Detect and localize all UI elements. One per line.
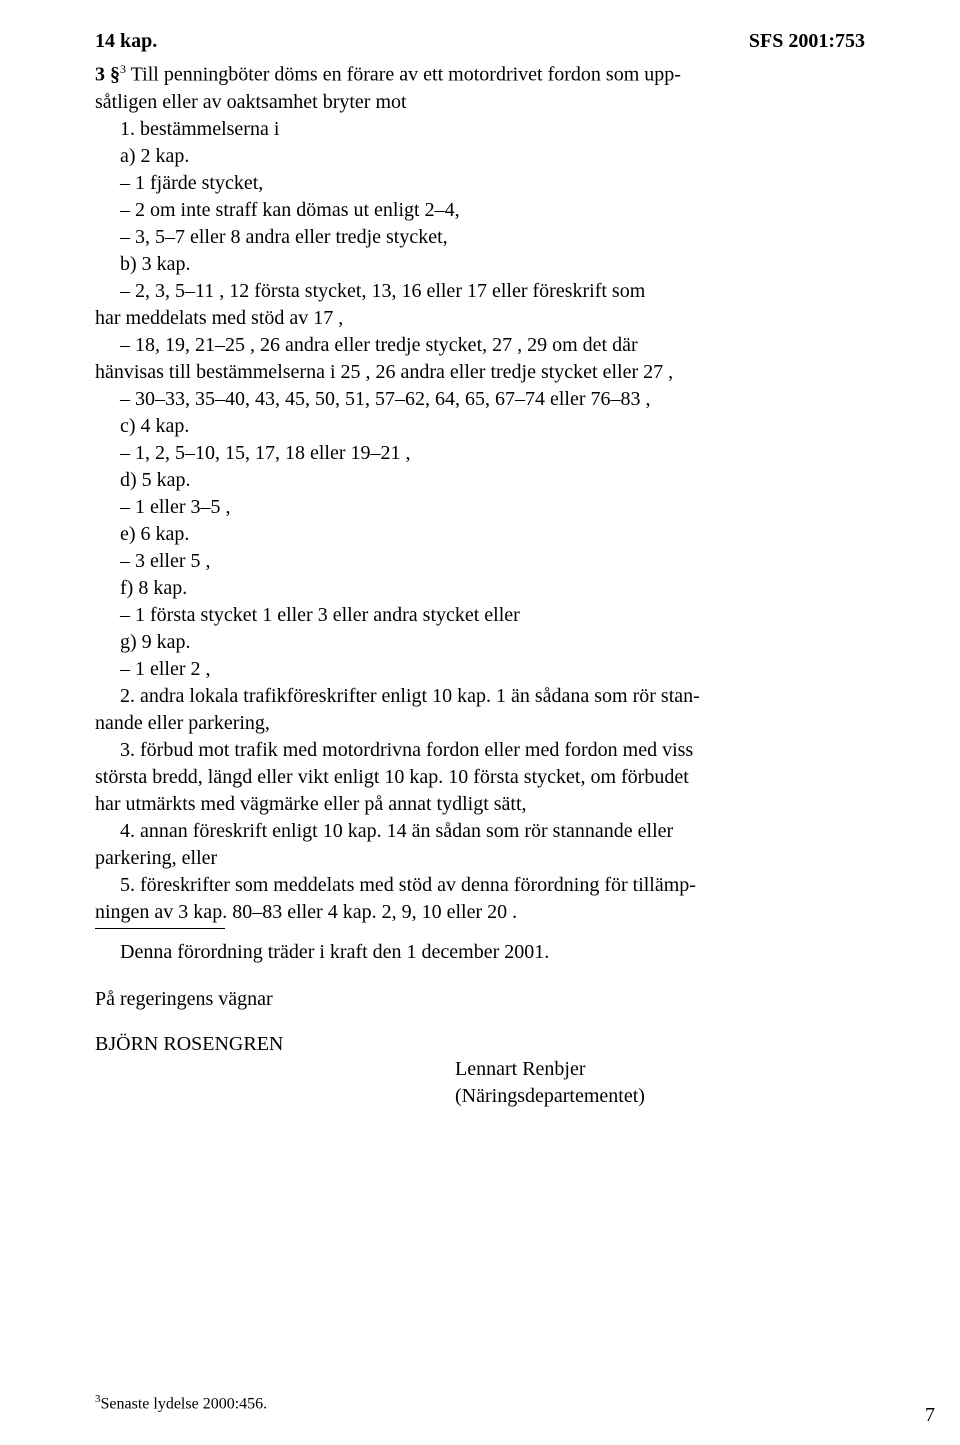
separator-line bbox=[95, 928, 225, 929]
text-line: – 1 eller 3–5 , bbox=[95, 494, 865, 521]
text-line: – 1 första stycket 1 eller 3 eller andra… bbox=[95, 602, 865, 629]
text-line: b) 3 kap. bbox=[95, 251, 865, 278]
text-line: 3. förbud mot trafik med motordrivna for… bbox=[95, 737, 865, 764]
text-line: nande eller parkering, bbox=[95, 710, 865, 737]
document-body: 3 §3 Till penningböter döms en förare av… bbox=[95, 61, 865, 926]
text-line: Till penningböter döms en förare av ett … bbox=[126, 64, 681, 86]
government-line: På regeringens vägnar bbox=[95, 988, 865, 1011]
text-line: – 2 om inte straff kan dömas ut enligt 2… bbox=[95, 197, 865, 224]
text-line: – 2, 3, 5–11 , 12 första stycket, 13, 16… bbox=[95, 278, 865, 305]
department-name: (Näringsdepartementet) bbox=[455, 1083, 865, 1110]
text-line: d) 5 kap. bbox=[95, 467, 865, 494]
text-line: – 1, 2, 5–10, 15, 17, 18 eller 19–21 , bbox=[95, 440, 865, 467]
sfs-number: SFS 2001:753 bbox=[749, 30, 865, 53]
text-line: c) 4 kap. bbox=[95, 413, 865, 440]
footnote: 3Senaste lydelse 2000:456. bbox=[95, 1393, 267, 1413]
text-line: – 18, 19, 21–25 , 26 andra eller tredje … bbox=[95, 332, 865, 359]
text-line: parkering, eller bbox=[95, 845, 865, 872]
text-line: f) 8 kap. bbox=[95, 575, 865, 602]
footnote-text: Senaste lydelse 2000:456. bbox=[101, 1395, 268, 1412]
section-number: 3 § bbox=[95, 64, 120, 86]
text-line: största bredd, längd eller vikt enligt 1… bbox=[95, 764, 865, 791]
text-line: såtligen eller av oaktsamhet bryter mot bbox=[95, 89, 865, 116]
text-line: har utmärkts med vägmärke eller på annat… bbox=[95, 791, 865, 818]
text-line: hänvisas till bestämmelserna i 25 , 26 a… bbox=[95, 359, 865, 386]
text-line: – 3 eller 5 , bbox=[95, 548, 865, 575]
text-line: – 30–33, 35–40, 43, 45, 50, 51, 57–62, 6… bbox=[95, 386, 865, 413]
text-line: 5. föreskrifter som meddelats med stöd a… bbox=[95, 872, 865, 899]
official-name: Lennart Renbjer bbox=[455, 1056, 865, 1083]
page-number: 7 bbox=[925, 1404, 935, 1427]
text-line: e) 6 kap. bbox=[95, 521, 865, 548]
text-line: a) 2 kap. bbox=[95, 143, 865, 170]
text-line: 1. bestämmelserna i bbox=[95, 116, 865, 143]
text-line: – 3, 5–7 eller 8 andra eller tredje styc… bbox=[95, 224, 865, 251]
text-line: g) 9 kap. bbox=[95, 629, 865, 656]
text-line: – 1 fjärde stycket, bbox=[95, 170, 865, 197]
text-line: har meddelats med stöd av 17 , bbox=[95, 305, 865, 332]
chapter-heading: 14 kap. bbox=[95, 30, 157, 53]
text-line: 2. andra lokala trafikföreskrifter enlig… bbox=[95, 683, 865, 710]
text-line: – 1 eller 2 , bbox=[95, 656, 865, 683]
text-line: 4. annan föreskrift enligt 10 kap. 14 än… bbox=[95, 818, 865, 845]
effect-text: Denna förordning träder i kraft den 1 de… bbox=[95, 939, 865, 966]
text-line: ningen av 3 kap. 80–83 eller 4 kap. 2, 9… bbox=[95, 899, 865, 926]
minister-name: BJÖRN ROSENGREN bbox=[95, 1033, 865, 1056]
